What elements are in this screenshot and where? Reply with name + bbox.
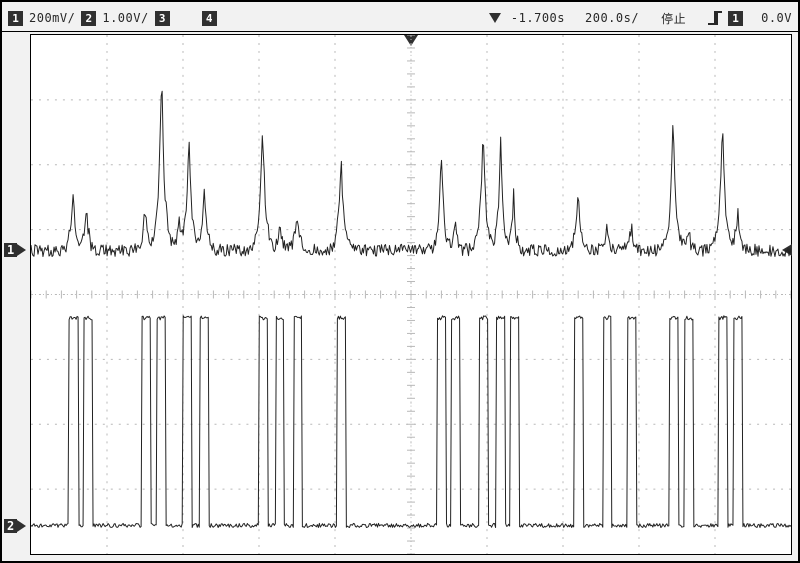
ch2-chip[interactable]: 2 bbox=[81, 11, 96, 26]
status-bar: 1 200mV/ 2 1.00V/ 3 4 -1.700s 200.0s/ 停止… bbox=[2, 2, 798, 32]
oscilloscope-frame: 1 200mV/ 2 1.00V/ 3 4 -1.700s 200.0s/ 停止… bbox=[0, 0, 800, 563]
trigger-edge-icon[interactable] bbox=[708, 11, 722, 25]
run-state: 停止 bbox=[661, 10, 686, 27]
ch3-chip[interactable]: 3 bbox=[155, 11, 170, 26]
ch2-ground-marker[interactable]: 2 bbox=[4, 519, 26, 533]
ch2-scale: 1.00V/ bbox=[102, 11, 148, 25]
arrow-right-icon bbox=[17, 244, 26, 256]
trigger-source-chip[interactable]: 1 bbox=[728, 11, 743, 26]
waveform-display[interactable] bbox=[30, 34, 792, 555]
delay-icon bbox=[489, 13, 501, 23]
timebase-value: 200.0s/ bbox=[585, 11, 639, 25]
ch1-scale: 200mV/ bbox=[29, 11, 75, 25]
ch1-ground-label: 1 bbox=[4, 243, 17, 257]
ch2-ground-label: 2 bbox=[4, 519, 17, 533]
delay-value: -1.700s bbox=[511, 11, 565, 25]
waveform-svg bbox=[31, 35, 791, 554]
ch4-chip[interactable]: 4 bbox=[202, 11, 217, 26]
trigger-level: 0.0V bbox=[761, 11, 792, 25]
ch1-chip[interactable]: 1 bbox=[8, 11, 23, 26]
ch1-ground-marker[interactable]: 1 bbox=[4, 243, 26, 257]
arrow-right-icon bbox=[17, 520, 26, 532]
